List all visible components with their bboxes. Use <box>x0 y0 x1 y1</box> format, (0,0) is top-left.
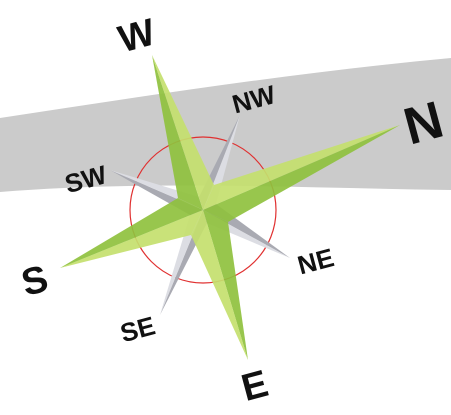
label-s: S <box>17 258 52 305</box>
arm-s-right <box>60 198 203 268</box>
circle <box>129 136 277 284</box>
arm-e-right <box>191 210 248 360</box>
main-arms <box>60 55 400 360</box>
label-se: SE <box>117 310 158 348</box>
arm-w-right <box>152 55 214 210</box>
label-ne: NE <box>294 242 337 280</box>
label-e: E <box>237 363 272 410</box>
arm-n-right <box>203 125 400 222</box>
label-w: W <box>114 11 160 61</box>
